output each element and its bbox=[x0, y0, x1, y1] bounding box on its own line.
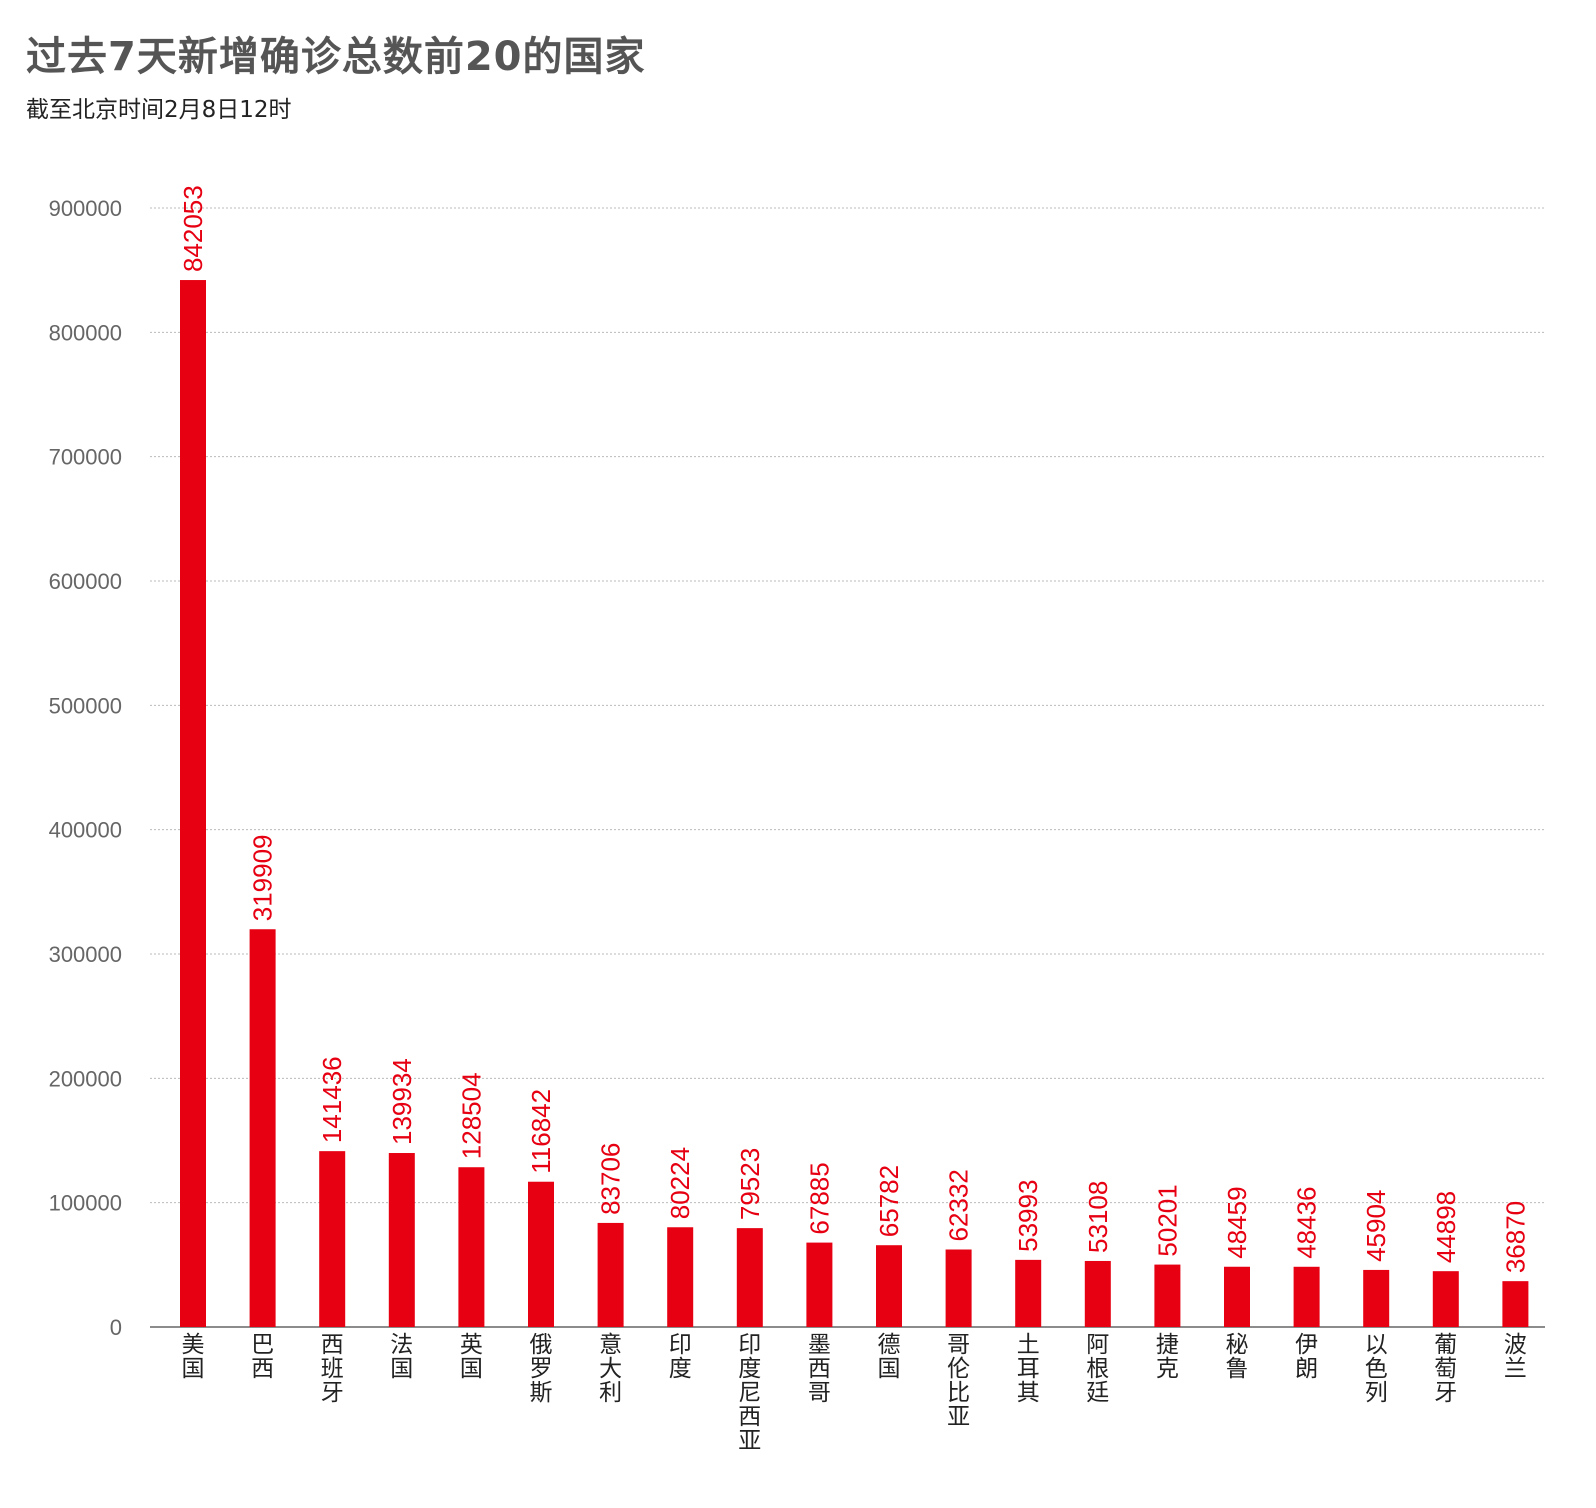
y-tick-label: 800000 bbox=[49, 320, 122, 345]
category-label: 捷克 bbox=[1156, 1332, 1179, 1382]
bar bbox=[1154, 1264, 1181, 1327]
chart-subtitle: 截至北京时间2月8日12时 bbox=[26, 97, 292, 123]
bar bbox=[597, 1222, 624, 1327]
bar bbox=[319, 1151, 346, 1327]
bar-value-label: 80224 bbox=[665, 1147, 695, 1219]
category-label: 土耳其 bbox=[1017, 1332, 1040, 1406]
bar bbox=[388, 1153, 415, 1327]
bar-value-label: 141436 bbox=[317, 1056, 347, 1143]
category-label: 法国 bbox=[390, 1332, 413, 1382]
category-label: 西班牙 bbox=[321, 1332, 344, 1406]
category-label: 印度尼西亚 bbox=[738, 1332, 761, 1454]
y-tick-label: 900000 bbox=[49, 196, 122, 221]
bar-value-label: 116842 bbox=[526, 1089, 556, 1174]
bar-value-label: 53993 bbox=[1013, 1180, 1043, 1252]
bar bbox=[876, 1245, 902, 1327]
bar-value-label: 79523 bbox=[735, 1148, 765, 1220]
bar-value-label: 36870 bbox=[1500, 1201, 1530, 1273]
bar bbox=[458, 1167, 485, 1327]
category-label: 俄罗斯 bbox=[530, 1332, 553, 1406]
y-tick-label: 100000 bbox=[49, 1191, 122, 1216]
category-label: 意大利 bbox=[599, 1332, 622, 1406]
category-label: 墨西哥 bbox=[808, 1332, 831, 1406]
bar bbox=[1432, 1271, 1459, 1327]
bar-value-label: 319909 bbox=[248, 834, 278, 921]
bar-value-label: 842053 bbox=[178, 185, 208, 272]
bar bbox=[528, 1181, 554, 1327]
bar-value-label: 44898 bbox=[1431, 1191, 1461, 1263]
y-tick-label: 600000 bbox=[49, 569, 122, 594]
bar bbox=[667, 1227, 694, 1327]
bar-value-label: 45904 bbox=[1361, 1190, 1391, 1262]
bar-value-label: 48436 bbox=[1292, 1186, 1322, 1258]
category-label: 德国 bbox=[878, 1332, 901, 1382]
bar bbox=[1224, 1266, 1250, 1327]
bar bbox=[736, 1228, 763, 1327]
bar-value-label: 83706 bbox=[596, 1143, 626, 1215]
bar-value-label: 65782 bbox=[874, 1165, 904, 1237]
category-label: 巴西 bbox=[251, 1332, 274, 1382]
y-tick-label: 700000 bbox=[49, 445, 122, 470]
category-label: 美国 bbox=[182, 1332, 205, 1382]
bar-value-label: 53108 bbox=[1083, 1181, 1113, 1253]
bar-value-label: 128504 bbox=[456, 1072, 486, 1159]
category-label: 哥伦比亚 bbox=[947, 1332, 970, 1430]
category-label: 波兰 bbox=[1504, 1332, 1527, 1382]
bar-value-label: 48459 bbox=[1222, 1186, 1252, 1258]
bar-value-label: 139934 bbox=[387, 1058, 417, 1145]
bar bbox=[806, 1242, 833, 1327]
category-label: 伊朗 bbox=[1295, 1332, 1318, 1382]
y-tick-label: 400000 bbox=[49, 818, 122, 843]
bar-value-label: 50201 bbox=[1152, 1184, 1182, 1256]
bar bbox=[1363, 1269, 1390, 1327]
category-label: 以色列 bbox=[1365, 1332, 1388, 1406]
category-label: 秘鲁 bbox=[1226, 1332, 1249, 1382]
bar bbox=[180, 280, 206, 1328]
y-tick-label: 0 bbox=[110, 1315, 122, 1340]
bar bbox=[1015, 1259, 1042, 1327]
bar bbox=[249, 929, 276, 1327]
bar bbox=[1084, 1260, 1111, 1327]
y-tick-label: 300000 bbox=[49, 942, 122, 967]
bar bbox=[1293, 1266, 1320, 1327]
category-label: 阿根廷 bbox=[1086, 1332, 1109, 1406]
y-tick-label: 500000 bbox=[49, 693, 122, 718]
y-tick-label: 200000 bbox=[49, 1066, 122, 1091]
bar-value-label: 62332 bbox=[944, 1169, 974, 1241]
category-label: 印度 bbox=[669, 1332, 692, 1382]
category-label: 英国 bbox=[460, 1332, 483, 1382]
bar-value-label: 67885 bbox=[804, 1162, 834, 1234]
category-label: 葡萄牙 bbox=[1434, 1332, 1457, 1406]
bar bbox=[945, 1249, 972, 1327]
bar bbox=[1502, 1281, 1529, 1327]
chart-title: 过去7天新增确诊总数前20的国家 bbox=[26, 34, 646, 80]
